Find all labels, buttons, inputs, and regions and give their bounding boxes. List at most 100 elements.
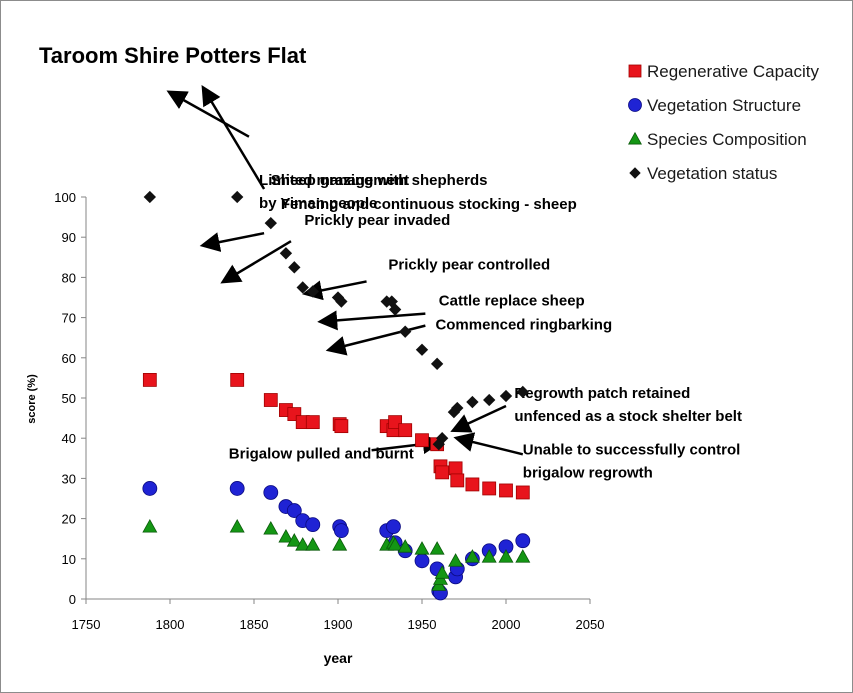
data-point-diamond xyxy=(516,385,529,399)
annotation: Brigalow pulled and burnt xyxy=(229,434,443,462)
annotation: Cattle replace sheep xyxy=(317,293,585,331)
legend-label: Vegetation status xyxy=(647,164,777,183)
annotation-label: Commenced ringbarking xyxy=(435,317,612,334)
data-point-square xyxy=(448,461,463,476)
y-tick-label: 20 xyxy=(62,512,76,527)
legend-marker-square xyxy=(628,64,642,78)
data-point-triangle xyxy=(286,533,302,547)
data-point-triangle xyxy=(305,537,321,551)
data-point-square xyxy=(415,433,429,448)
data-point-circle xyxy=(286,503,302,518)
annotation-label: Cattle replace sheep xyxy=(439,293,585,310)
y-tick-label: 80 xyxy=(62,270,76,285)
legend-marker-circle xyxy=(628,98,642,112)
data-point-diamond xyxy=(466,395,479,409)
y-axis-label: score (%) xyxy=(26,374,38,424)
data-point-diamond xyxy=(288,261,301,274)
data-point-diamond xyxy=(432,438,445,451)
data-point-diamond xyxy=(306,285,319,298)
data-point-square xyxy=(450,473,465,488)
legend-entry: Vegetation Structure xyxy=(628,96,801,115)
data-point-square xyxy=(230,373,245,387)
data-point-square xyxy=(515,485,530,500)
data-point-diamond xyxy=(447,405,461,419)
y-tick-label: 100 xyxy=(54,190,76,205)
legend-marker-triangle xyxy=(628,131,642,145)
data-point-circle xyxy=(333,523,349,539)
annotation-label: Regrowth patch retained xyxy=(514,385,690,402)
annotation: Prickly pear invaded xyxy=(220,212,450,284)
annotation-label: Prickly pear controlled xyxy=(388,256,550,273)
y-tick-label: 30 xyxy=(62,471,76,486)
chart-title: Taroom Shire Potters Flat xyxy=(39,43,307,68)
data-point-square xyxy=(263,393,278,407)
data-point-diamond xyxy=(388,303,402,316)
data-point-triangle xyxy=(515,549,531,563)
x-tick-label: 2000 xyxy=(492,617,521,632)
x-tick-label: 1850 xyxy=(240,617,269,632)
x-tick-label: 1900 xyxy=(324,617,353,632)
data-point-diamond xyxy=(483,393,496,407)
annotation: Limited management by Yiman people xyxy=(166,90,409,212)
annotation-label: Limited management xyxy=(259,172,409,189)
data-point-triangle xyxy=(414,541,430,555)
data-point-triangle xyxy=(397,539,413,553)
data-point-triangle xyxy=(498,549,514,563)
series-diamond xyxy=(143,190,529,451)
legend-entry: Regenerative Capacity xyxy=(628,62,819,81)
x-tick-label: 1750 xyxy=(72,617,101,632)
y-tick-label: 50 xyxy=(62,391,76,406)
data-point-square xyxy=(499,483,513,498)
data-point-triangle xyxy=(434,565,450,579)
annotation: Regrowth patch retained unfenced as a sto… xyxy=(450,385,742,433)
data-point-square xyxy=(465,477,480,492)
series-triangle xyxy=(142,518,531,591)
y-tick-label: 90 xyxy=(62,230,76,245)
series-square xyxy=(142,373,530,500)
data-point-triangle xyxy=(448,553,464,567)
annotation-arrow xyxy=(220,240,292,284)
y-tick-label: 70 xyxy=(62,311,76,326)
annotation-arrow xyxy=(325,324,426,356)
data-point-diamond xyxy=(279,247,293,260)
y-tick-label: 0 xyxy=(69,592,76,607)
data-point-circle xyxy=(515,533,531,549)
annotation-label: unfenced as a stock shelter belt xyxy=(514,408,742,425)
annotation-label: Unable to successfully control xyxy=(523,441,741,458)
annotation-label: Sheep grazing with shepherds xyxy=(271,172,488,189)
annotation-arrow xyxy=(166,90,250,138)
y-tick-label: 40 xyxy=(62,431,76,446)
data-point-square xyxy=(482,481,497,496)
annotation-arrow xyxy=(453,432,524,456)
x-tick-label: 1950 xyxy=(408,617,437,632)
x-tick-label: 2050 xyxy=(576,617,605,632)
annotation-arrow xyxy=(317,310,426,331)
legend: Regenerative Capacity Vegetation Structur… xyxy=(628,62,819,183)
annotation: Unable to successfully control brigalow r… xyxy=(453,432,741,481)
data-point-diamond xyxy=(264,216,277,230)
data-point-diamond xyxy=(451,401,464,415)
annotation-label: by Yiman people xyxy=(259,195,377,212)
annotation-arrow xyxy=(201,85,266,190)
annotation-label: Prickly pear invaded xyxy=(304,212,450,229)
y-tick-label: 10 xyxy=(62,552,76,567)
data-point-square xyxy=(334,419,349,434)
legend-marker-diamond xyxy=(629,167,641,179)
y-tick-label: 60 xyxy=(62,351,76,366)
annotation-label: Fencing and continuous stocking - sheep xyxy=(281,196,577,213)
annotation-label: Brigalow pulled and burnt xyxy=(229,445,414,462)
data-point-triangle xyxy=(464,549,480,563)
data-point-diamond xyxy=(499,389,513,403)
data-point-triangle xyxy=(387,537,403,551)
data-point-diamond xyxy=(335,295,348,308)
data-point-diamond xyxy=(296,281,309,294)
data-point-triangle xyxy=(229,518,245,533)
data-point-circle xyxy=(386,519,401,535)
data-point-diamond xyxy=(143,190,157,204)
data-point-circle xyxy=(305,517,321,533)
legend-entry: Vegetation status xyxy=(629,164,777,183)
data-point-triangle xyxy=(332,537,348,551)
data-point-square xyxy=(435,465,450,480)
data-point-triangle xyxy=(429,541,445,555)
